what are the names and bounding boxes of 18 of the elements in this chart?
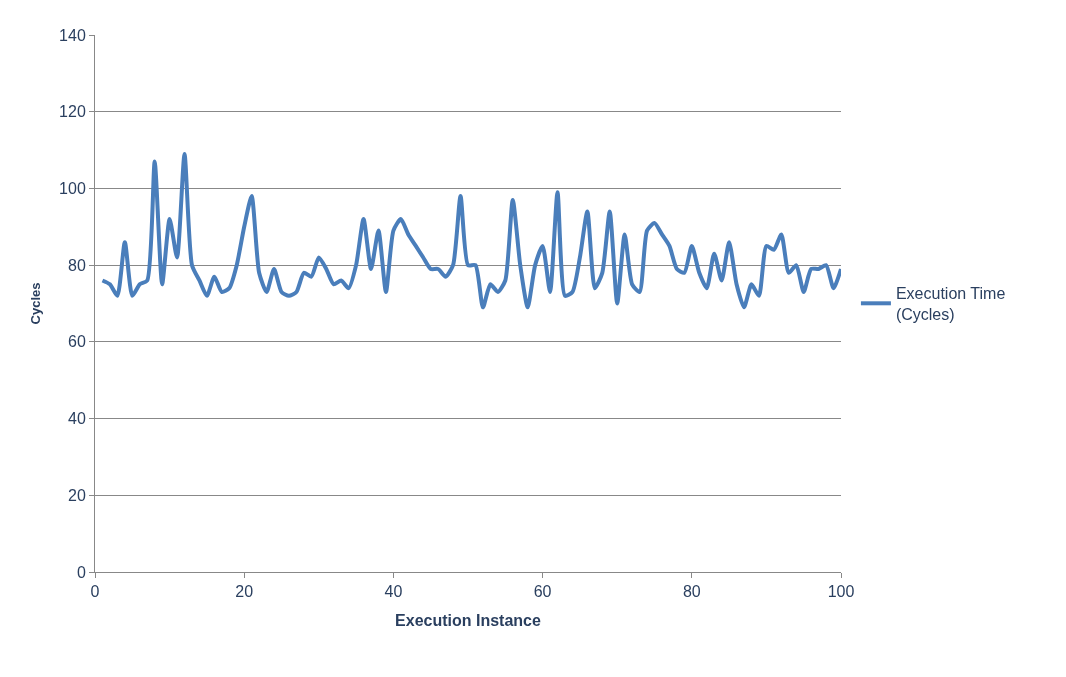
y-tick-label: 140 <box>59 26 86 44</box>
legend-label: Execution Time (Cycles) <box>895 285 1006 323</box>
y-tick-label: 0 <box>76 563 86 581</box>
x-tick-label: 20 <box>235 583 254 601</box>
y-tick-label: 80 <box>68 256 86 274</box>
y-tick-label: 60 <box>68 333 86 351</box>
x-tick-label: 80 <box>682 583 701 601</box>
x-tick-label: 0 <box>90 583 100 601</box>
y-tick-label: 120 <box>59 103 86 121</box>
x-axis-title: Execution Instance <box>395 611 542 629</box>
x-tick-label: 100 <box>827 583 855 601</box>
y-tick-label: 100 <box>59 180 86 198</box>
y-axis-title: Cycles <box>28 282 44 325</box>
y-tick-label: 20 <box>68 486 86 504</box>
x-tick-label: 60 <box>533 583 552 601</box>
x-tick-label: 40 <box>384 583 403 601</box>
y-tick-label: 40 <box>68 410 86 428</box>
line-series <box>100 151 841 310</box>
